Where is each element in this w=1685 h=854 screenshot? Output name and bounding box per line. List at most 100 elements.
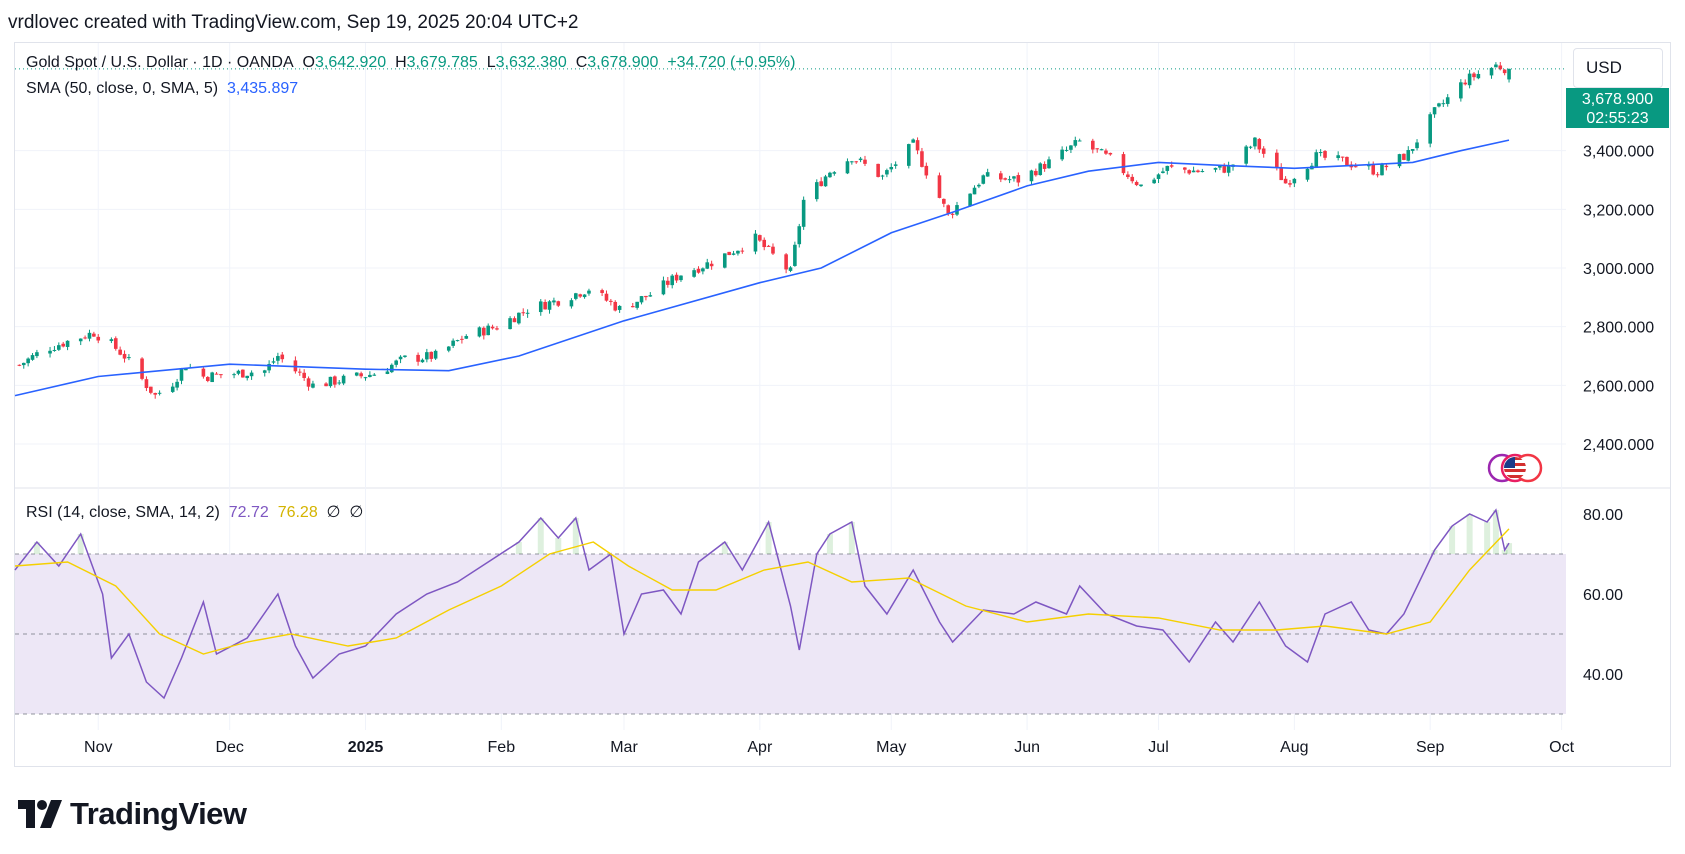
candle-body (946, 205, 951, 214)
candle-body (433, 350, 438, 359)
candle-body (1038, 163, 1043, 176)
candle-body (306, 378, 311, 387)
candle-body (389, 364, 394, 373)
candle-body (495, 328, 499, 330)
candle-body (1340, 156, 1345, 158)
candle-body (517, 312, 521, 324)
candle-body (249, 372, 254, 377)
candle-body (1415, 142, 1419, 149)
brand-footer[interactable]: TradingView (18, 794, 247, 834)
rsi-value: 72.72 (228, 504, 269, 521)
candle-body (267, 363, 271, 371)
candle-body (814, 182, 819, 200)
candle-body (1253, 137, 1257, 147)
candle-body (1257, 139, 1262, 150)
candle-body (333, 376, 337, 385)
last-price: 3,678.900 (1581, 91, 1654, 108)
candle-body (201, 368, 206, 377)
currency-selector[interactable]: USD (1573, 48, 1663, 88)
candle-body (372, 374, 377, 376)
candle-body (1226, 165, 1231, 173)
candle-body (140, 358, 144, 379)
candle-body (1489, 67, 1494, 76)
candle-body (1445, 97, 1450, 104)
candle-body (359, 373, 363, 377)
x-tick-label: Jul (1148, 739, 1168, 756)
candle-body (942, 198, 946, 204)
candle-body (1279, 167, 1284, 181)
x-tick-label: Sep (1416, 739, 1445, 756)
candle-body (48, 350, 52, 354)
candle-body (644, 295, 648, 298)
candle-body (1016, 175, 1021, 183)
candle-body (1323, 151, 1327, 158)
candle-body (762, 239, 767, 248)
candle-body (819, 181, 823, 187)
candle-body (850, 161, 854, 163)
us-flag-icon[interactable] (1487, 452, 1545, 484)
x-tick-label: Nov (84, 739, 112, 756)
candle-body (1213, 167, 1218, 170)
low-value: 3,632.380 (495, 54, 567, 71)
candle-body (52, 349, 57, 351)
x-tick-label: Feb (488, 739, 516, 756)
candle-body (324, 383, 328, 387)
candle-body (1047, 159, 1051, 169)
candle-body (801, 199, 806, 227)
candle-body (512, 318, 517, 323)
candle-body (1406, 150, 1411, 161)
price-tick-label: 3,000.000 (1583, 261, 1654, 278)
candle-body (911, 139, 915, 143)
candle-body (722, 253, 727, 268)
rsi-extra-1: ∅ (326, 504, 341, 521)
change-value: +34.720 (+0.95%) (667, 54, 796, 71)
candle-body (604, 293, 609, 301)
candle-body (17, 364, 22, 366)
candle-body (394, 360, 398, 365)
candle-body (582, 294, 587, 298)
candle-body (666, 280, 670, 285)
candle-body (1060, 149, 1064, 160)
candle-body (1384, 165, 1389, 168)
bar-countdown: 02:55:23 (1586, 110, 1649, 127)
candle-body (1134, 181, 1139, 186)
candle-body (1003, 178, 1007, 180)
rsi-ma-value: 76.28 (277, 504, 318, 521)
candle-body (1402, 153, 1406, 160)
candle-body (600, 290, 604, 293)
candle-body (950, 213, 955, 215)
candle-body (784, 254, 788, 270)
candle-body (1099, 149, 1104, 151)
candle-body (893, 164, 898, 166)
candle-body (1130, 176, 1135, 182)
price-tick-label: 3,400.000 (1583, 144, 1654, 161)
candle-body (1380, 164, 1384, 176)
candle-body (771, 246, 775, 254)
candle-body (1073, 140, 1078, 146)
candle-body (96, 336, 101, 341)
candle-body (455, 340, 460, 342)
candle-body (968, 193, 972, 207)
candle-body (179, 368, 184, 381)
candle-body (219, 374, 223, 376)
candle-body (1283, 178, 1288, 184)
candle-body (1371, 164, 1376, 175)
candle-body (210, 372, 214, 383)
candle-body (1156, 174, 1161, 179)
candle-body (113, 338, 118, 349)
candle-body (1410, 149, 1415, 151)
candle-body (311, 383, 315, 388)
candle-body (477, 327, 482, 337)
candle-body (661, 280, 666, 295)
candle-body (547, 301, 552, 310)
candle-body (1104, 150, 1108, 154)
candle-body (985, 172, 990, 177)
rsi-line (14, 508, 1510, 700)
x-tick-label: Apr (747, 739, 773, 756)
candle-body (880, 175, 885, 177)
candle-body (1441, 103, 1446, 105)
candle-body (1472, 73, 1476, 78)
candle-body (1244, 146, 1248, 164)
candle-body (1336, 155, 1340, 159)
